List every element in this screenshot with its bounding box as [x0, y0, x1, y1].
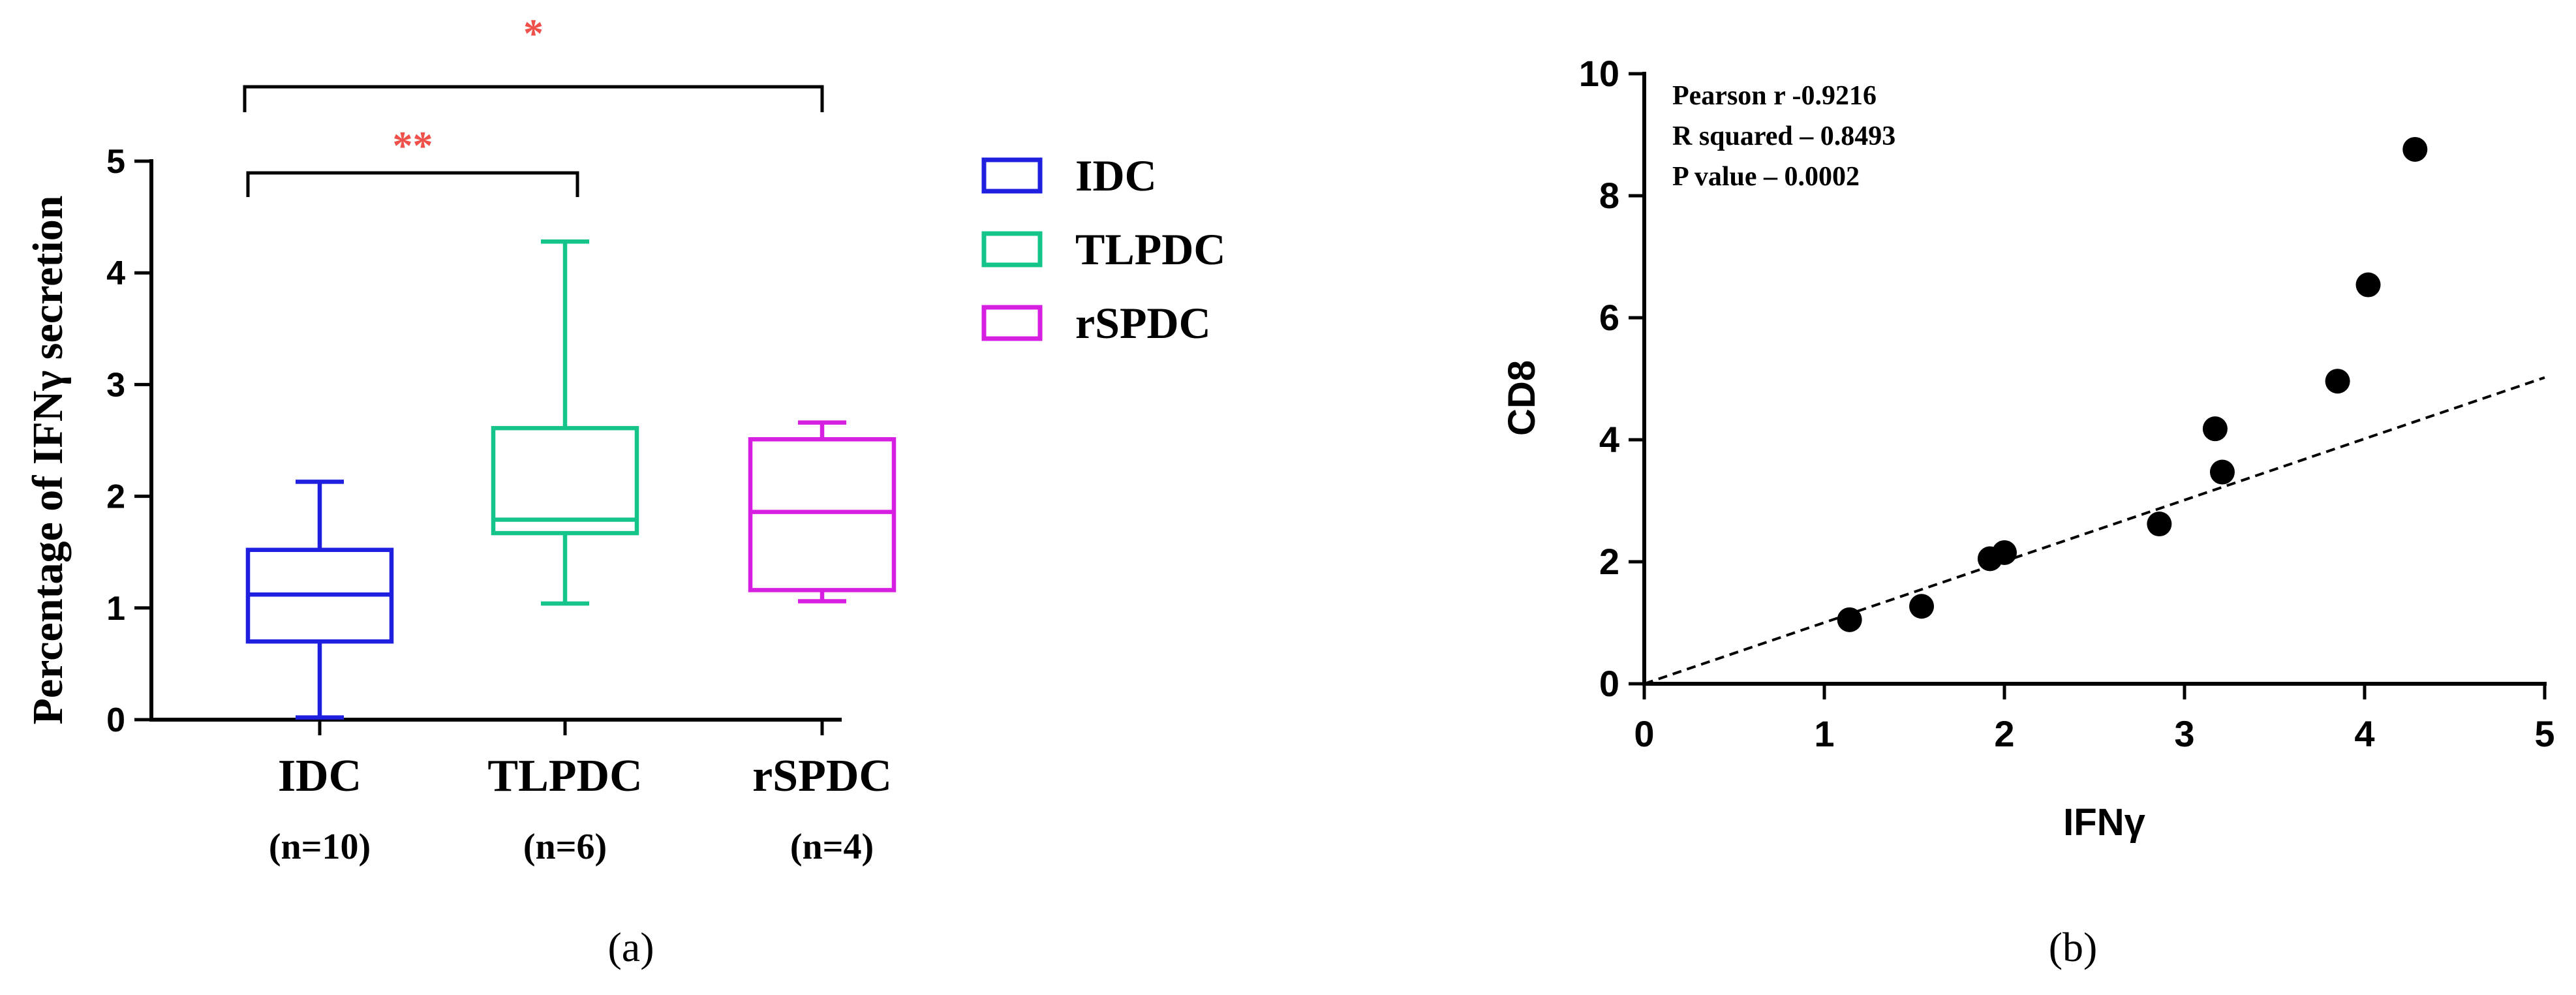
panel-a-bracket-idc-rspdc: *: [243, 12, 824, 112]
panel-a-bracket-line: [246, 171, 579, 197]
panel-a-boxes: [245, 239, 897, 720]
panel-b-scatter-plot: CD8 IFNγ 0 2 4 6 8 10 0 1 2 3 4 5 Pearson r -0.9216…: [1501, 53, 2555, 970]
panel-a-y-tick-label: 3: [106, 366, 125, 404]
panel-b-stat-line: R squared – 0.8493: [1672, 121, 1895, 151]
panel-a-legend-label: IDC: [1075, 151, 1157, 200]
panel-a-y-tick-label: 1: [106, 590, 125, 628]
panel-b-data-point: [2325, 369, 2350, 394]
panel-b-data-point: [1992, 540, 2017, 565]
panel-a-axes: 0 1 2 3 4 5: [106, 143, 842, 739]
panel-b-statistics: Pearson r -0.9216 R squared – 0.8493 P val…: [1672, 81, 1895, 192]
panel-a-significance-label: *: [523, 12, 544, 56]
panel-a-y-tick-label: 2: [106, 478, 125, 516]
panel-a-iqr-box: [748, 437, 897, 592]
panel-a-legend-swatch: [981, 305, 1043, 341]
panel-b-y-tick-label: 4: [1599, 419, 1619, 460]
panel-a-box-tlpdc: [491, 239, 639, 606]
panel-b-y-tick-label: 6: [1599, 297, 1619, 338]
panel-b-axes: 0 2 4 6 8 10 0 1 2 3 4 5: [1579, 53, 2555, 754]
panel-a-legend-item-rspdc: rSPDC: [981, 298, 1211, 348]
panel-b-data-point: [2209, 459, 2235, 485]
panel-a-legend-item-tlpdc: TLPDC: [981, 224, 1225, 274]
panel-a-label: (a): [607, 924, 654, 970]
panel-a-legend-item-idc: IDC: [981, 151, 1157, 200]
panel-b-data-point: [2202, 416, 2228, 442]
panel-a-significance-label: **: [393, 124, 433, 168]
panel-a-category-label: TLPDC: [487, 751, 642, 801]
panel-b-x-tick-label: 3: [2174, 713, 2194, 754]
panel-a-category-label: IDC: [278, 751, 361, 801]
panel-a-box-idc: [245, 480, 394, 720]
panel-b-data-point: [2402, 136, 2428, 162]
panel-b-x-tick-label: 0: [1634, 713, 1654, 754]
panel-b-x-tick-label: 5: [2534, 713, 2554, 754]
panel-b-y-tick-label: 2: [1599, 541, 1619, 582]
panel-a-y-axis-label: Percentage of IFNγ secretion: [24, 196, 72, 725]
panel-a-box-rspdc: [748, 420, 897, 604]
panel-b-y-tick-label: 10: [1579, 53, 1619, 94]
panel-a-legend-label: TLPDC: [1075, 224, 1225, 274]
panel-a-category-labels: IDC (n=10) TLPDC (n=6) rSPDC (n=4): [269, 751, 892, 867]
panel-a-iqr-box: [491, 425, 639, 536]
panel-b-data-point: [1909, 594, 1935, 619]
panel-a-legend-swatch: [981, 157, 1043, 194]
panel-a-y-tick-label: 0: [106, 701, 125, 739]
panel-a-legend-label: rSPDC: [1075, 298, 1211, 348]
panel-a-category-label: rSPDC: [752, 751, 892, 801]
panel-b-x-tick-label: 1: [1814, 713, 1834, 754]
panel-b-y-tick-label: 8: [1599, 175, 1619, 216]
panel-b-stat-line: Pearson r -0.9216: [1672, 81, 1877, 111]
panel-a-sample-size: (n=6): [523, 827, 607, 867]
panel-a-legend: IDC TLPDC rSPDC: [981, 151, 1225, 348]
panel-a-y-tick-label: 5: [106, 143, 125, 181]
panel-b-stat-line: P value – 0.0002: [1672, 162, 1860, 192]
panel-a-bracket-idc-tlpdc: **: [246, 124, 579, 197]
panel-b-x-tick-label: 4: [2354, 713, 2374, 754]
panel-a-bracket-line: [243, 85, 824, 112]
panel-a-sample-size: (n=4): [790, 827, 874, 867]
panel-b-data-point: [1837, 607, 1862, 632]
panel-b-trendline: [1644, 376, 2545, 685]
panel-b-y-tick-label: 0: [1599, 663, 1619, 704]
panel-a-sample-size: (n=10): [269, 827, 371, 867]
panel-b-x-axis-label: IFNγ: [2063, 801, 2145, 844]
panel-a-y-tick-label: 4: [106, 254, 125, 292]
panel-b-data-point: [2355, 272, 2381, 298]
panel-b-points: [1837, 136, 2428, 632]
panel-b-y-axis-label: CD8: [1501, 360, 1543, 436]
panel-a-significance-brackets: ***: [243, 12, 824, 197]
panel-b-data-point: [2147, 512, 2172, 537]
panel-a-legend-swatch: [981, 231, 1043, 268]
panel-b-x-tick-label: 2: [1994, 713, 2014, 754]
panel-b-label: (b): [2049, 924, 2098, 970]
